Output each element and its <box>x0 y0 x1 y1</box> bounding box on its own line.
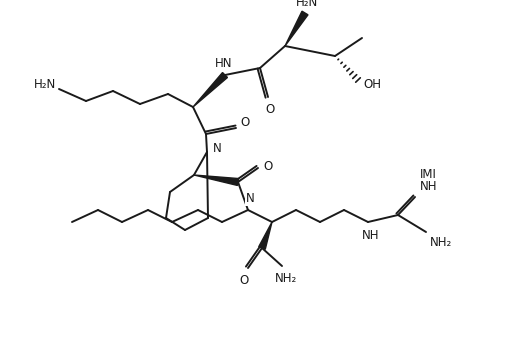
Text: HN: HN <box>215 57 233 70</box>
Text: O: O <box>265 103 274 116</box>
Text: O: O <box>263 160 272 173</box>
Text: O: O <box>240 117 249 129</box>
Text: NH: NH <box>362 229 380 242</box>
Text: H₂N: H₂N <box>34 79 56 91</box>
Text: N: N <box>246 192 254 205</box>
Polygon shape <box>259 222 272 249</box>
Polygon shape <box>285 11 308 46</box>
Text: O: O <box>240 274 249 287</box>
Text: IMI: IMI <box>420 168 437 181</box>
Text: NH: NH <box>420 180 437 193</box>
Text: OH: OH <box>363 78 381 91</box>
Text: NH₂: NH₂ <box>275 272 297 285</box>
Text: H₂N: H₂N <box>296 0 318 9</box>
Text: NH₂: NH₂ <box>430 236 452 249</box>
Text: N: N <box>213 143 222 155</box>
Polygon shape <box>194 175 239 185</box>
Polygon shape <box>193 73 227 107</box>
